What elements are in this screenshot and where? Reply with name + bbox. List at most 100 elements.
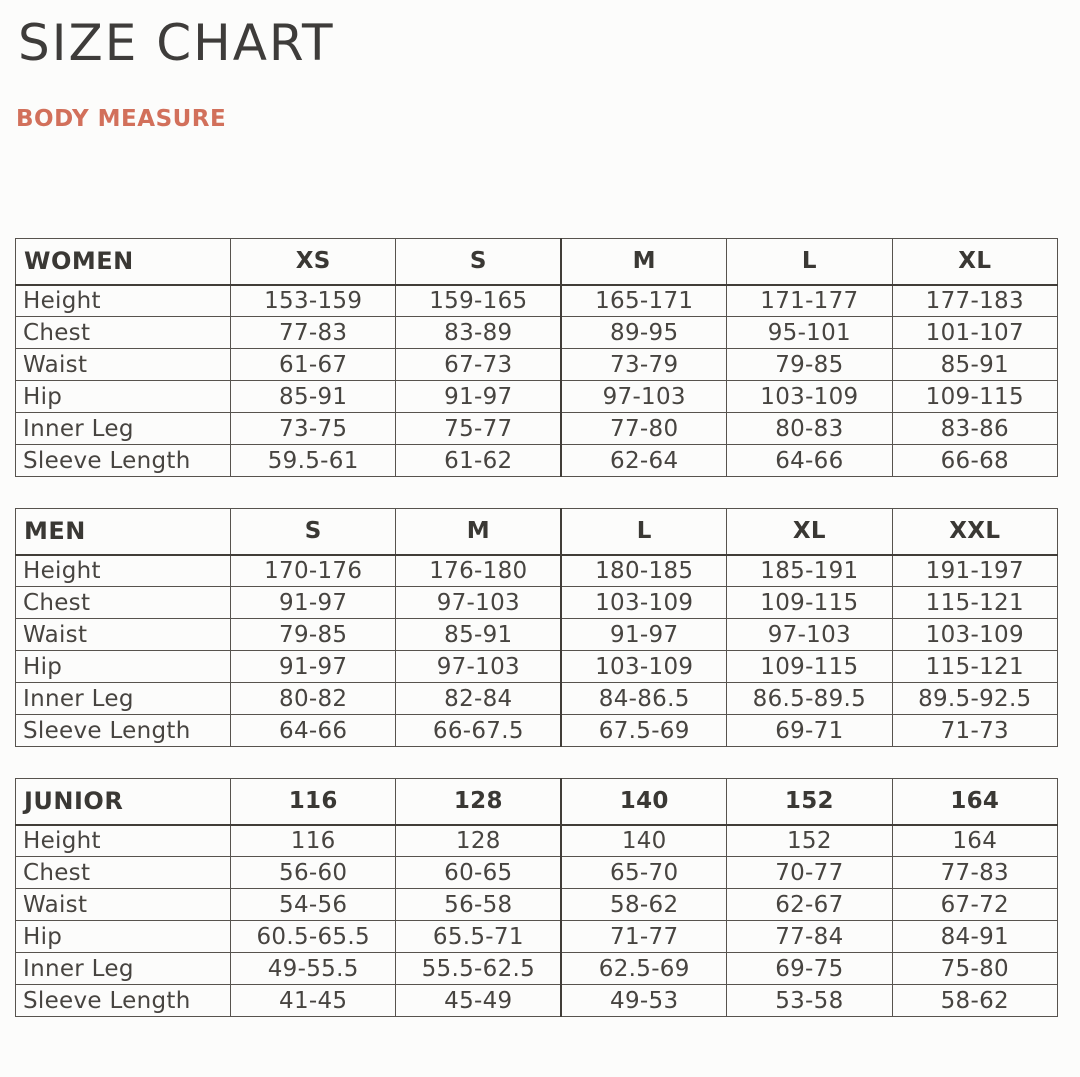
size-header: XS	[229, 238, 397, 286]
measure-value: 77-83	[891, 856, 1059, 889]
measure-value: 49-55.5	[229, 952, 397, 985]
measure-value: 69-71	[726, 714, 893, 747]
measure-value: 73-79	[560, 348, 728, 381]
measure-value: 103-109	[891, 618, 1059, 651]
measure-value: 191-197	[891, 554, 1059, 587]
measure-value: 59.5-61	[229, 444, 397, 477]
measure-value: 75-77	[395, 412, 562, 445]
measure-value: 86.5-89.5	[726, 682, 893, 715]
header-row: JUNIOR 116 128 140 152 164	[15, 778, 1059, 826]
measure-row: Waist 79-85 85-91 91-97 97-103 103-109	[15, 618, 1059, 651]
women-size-table: WOMEN XS S M L XL Height 153-159 159-165 165-171 1…	[15, 238, 1059, 477]
measure-label: Height	[15, 284, 231, 317]
size-header: 140	[560, 778, 728, 826]
measure-row: Waist 54-56 56-58 58-62 62-67 67-72	[15, 888, 1059, 921]
measure-value: 61-62	[395, 444, 562, 477]
measure-value: 83-86	[891, 412, 1059, 445]
measure-value: 103-109	[726, 380, 893, 413]
measure-value: 171-177	[726, 284, 893, 317]
measure-value: 103-109	[560, 650, 728, 683]
measure-value: 91-97	[395, 380, 562, 413]
page-subtitle: BODY MEASURE	[16, 106, 227, 132]
measure-value: 170-176	[229, 554, 397, 587]
group-label: WOMEN	[15, 238, 231, 286]
measure-value: 164	[891, 824, 1059, 857]
measure-row: Inner Leg 49-55.5 55.5-62.5 62.5-69 69-75 75-…	[15, 952, 1059, 985]
measure-row: Inner Leg 73-75 75-77 77-80 80-83 83-86	[15, 412, 1059, 445]
measure-value: 67.5-69	[560, 714, 728, 747]
measure-value: 115-121	[891, 650, 1059, 683]
measure-value: 54-56	[229, 888, 397, 921]
measure-value: 79-85	[726, 348, 893, 381]
measure-value: 56-60	[229, 856, 397, 889]
measure-value: 61-67	[229, 348, 397, 381]
measure-value: 84-86.5	[560, 682, 728, 715]
measure-value: 109-115	[891, 380, 1059, 413]
measure-label: Chest	[15, 856, 231, 889]
measure-value: 91-97	[229, 650, 397, 683]
measure-row: Sleeve Length 59.5-61 61-62 62-64 64-66 66-68	[15, 444, 1059, 477]
size-header: L	[560, 508, 728, 556]
size-header: XXL	[891, 508, 1059, 556]
measure-row: Hip 60.5-65.5 65.5-71 71-77 77-84 84-91	[15, 920, 1059, 953]
measure-value: 75-80	[891, 952, 1059, 985]
measure-value: 89-95	[560, 316, 728, 349]
measure-row: Sleeve Length 41-45 45-49 49-53 53-58 58-62	[15, 984, 1059, 1017]
measure-label: Height	[15, 824, 231, 857]
measure-value: 64-66	[229, 714, 397, 747]
page-title: SIZE CHART	[18, 14, 335, 72]
measure-value: 159-165	[395, 284, 562, 317]
measure-value: 71-77	[560, 920, 728, 953]
measure-value: 64-66	[726, 444, 893, 477]
measure-value: 62-64	[560, 444, 728, 477]
measure-value: 53-58	[726, 984, 893, 1017]
measure-row: Height 153-159 159-165 165-171 171-177 177-18…	[15, 284, 1059, 317]
size-header: S	[229, 508, 397, 556]
size-header: S	[395, 238, 562, 286]
measure-label: Sleeve Length	[15, 444, 231, 477]
measure-value: 79-85	[229, 618, 397, 651]
measure-value: 67-72	[891, 888, 1059, 921]
group-label: MEN	[15, 508, 231, 556]
measure-row: Chest 77-83 83-89 89-95 95-101 101-107	[15, 316, 1059, 349]
measure-value: 67-73	[395, 348, 562, 381]
measure-row: Chest 91-97 97-103 103-109 109-115 115-121	[15, 586, 1059, 619]
junior-size-table: JUNIOR 116 128 140 152 164 Height 116 128 140 152 1…	[15, 778, 1059, 1017]
measure-value: 62-67	[726, 888, 893, 921]
measure-value: 65-70	[560, 856, 728, 889]
measure-value: 55.5-62.5	[395, 952, 562, 985]
measure-value: 66-67.5	[395, 714, 562, 747]
group-label: JUNIOR	[15, 778, 231, 826]
men-size-table: MEN S M L XL XXL Height 170-176 176-180 180-185 18…	[15, 508, 1059, 747]
measure-label: Sleeve Length	[15, 714, 231, 747]
measure-row: Waist 61-67 67-73 73-79 79-85 85-91	[15, 348, 1059, 381]
measure-value: 77-84	[726, 920, 893, 953]
measure-value: 66-68	[891, 444, 1059, 477]
measure-value: 115-121	[891, 586, 1059, 619]
measure-value: 73-75	[229, 412, 397, 445]
measure-row: Height 170-176 176-180 180-185 185-191 191-19…	[15, 554, 1059, 587]
measure-value: 153-159	[229, 284, 397, 317]
measure-value: 83-89	[395, 316, 562, 349]
measure-value: 85-91	[395, 618, 562, 651]
measure-label: Waist	[15, 618, 231, 651]
measure-label: Waist	[15, 348, 231, 381]
measure-label: Chest	[15, 316, 231, 349]
size-header: M	[560, 238, 728, 286]
measure-value: 62.5-69	[560, 952, 728, 985]
size-header: 164	[891, 778, 1059, 826]
measure-label: Hip	[15, 650, 231, 683]
measure-value: 89.5-92.5	[891, 682, 1059, 715]
measure-label: Inner Leg	[15, 682, 231, 715]
measure-value: 80-82	[229, 682, 397, 715]
measure-value: 60.5-65.5	[229, 920, 397, 953]
measure-value: 116	[229, 824, 397, 857]
measure-value: 65.5-71	[395, 920, 562, 953]
size-header: 116	[229, 778, 397, 826]
measure-value: 41-45	[229, 984, 397, 1017]
size-header: 128	[395, 778, 562, 826]
size-header: 152	[726, 778, 893, 826]
measure-value: 85-91	[229, 380, 397, 413]
measure-value: 84-91	[891, 920, 1059, 953]
